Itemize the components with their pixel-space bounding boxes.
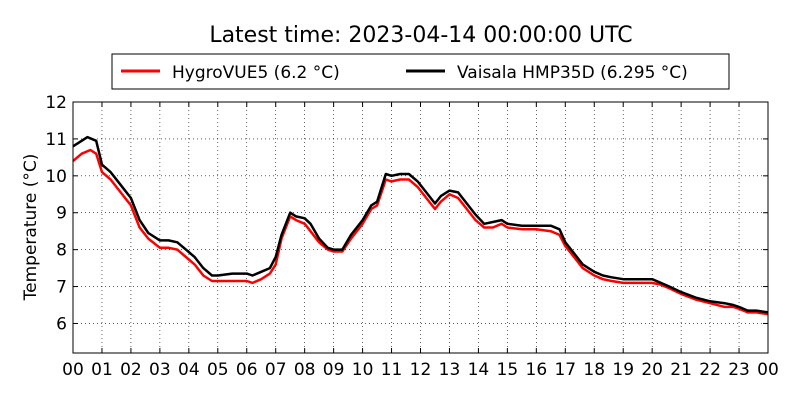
x-tick-label: 18 (583, 360, 605, 380)
x-tick-label: 00 (62, 360, 84, 380)
x-tick-label: 14 (468, 360, 490, 380)
x-tick-label: 20 (641, 360, 663, 380)
x-tick-label: 12 (410, 360, 432, 380)
y-tick-label: 6 (56, 314, 67, 334)
x-tick-label: 21 (670, 360, 692, 380)
x-tick-label: 08 (294, 360, 316, 380)
y-tick-label: 12 (45, 93, 67, 113)
legend: HygroVUE5 (6.2 °C) Vaisala HMP35D (6.295… (111, 53, 730, 90)
x-tick-label: 09 (323, 360, 345, 380)
legend-label-vaisala: Vaisala HMP35D (6.295 °C) (457, 63, 688, 83)
x-tick-label: 11 (381, 360, 403, 380)
axis-tick-labels: 00 01 02 03 04 05 06 07 08 09 10 11 12 13 14 15 16 17 18 19… (45, 93, 778, 380)
series-line-vaisala (72, 135, 769, 314)
x-tick-label: 22 (699, 360, 721, 380)
x-tick-label: 16 (526, 360, 548, 380)
y-tick-label: 7 (56, 278, 67, 298)
x-tick-label: 03 (149, 360, 171, 380)
series-lines (72, 135, 769, 316)
x-tick-label: 19 (612, 360, 634, 380)
legend-label-hygrovue5: HygroVUE5 (6.2 °C) (172, 63, 340, 83)
x-tick-label: 15 (497, 360, 519, 380)
x-tick-label: 00 (757, 360, 779, 380)
series-line-hygrovue5 (72, 148, 769, 316)
x-tick-label: 13 (439, 360, 461, 380)
x-tick-label: 02 (120, 360, 142, 380)
x-tick-label: 05 (207, 360, 229, 380)
chart-title: Latest time: 2023-04-14 00:00:00 UTC (209, 23, 632, 48)
grid (73, 102, 768, 353)
x-tick-label: 06 (236, 360, 258, 380)
y-tick-label: 9 (56, 204, 67, 224)
y-tick-label: 8 (56, 241, 67, 261)
y-tick-label: 10 (45, 167, 67, 187)
x-tick-label: 23 (728, 360, 750, 380)
x-tick-label: 10 (352, 360, 374, 380)
x-tick-label: 07 (265, 360, 287, 380)
x-tick-label: 17 (554, 360, 576, 380)
x-tick-label: 01 (91, 360, 113, 380)
y-axis-label: Temperature (°C) (21, 154, 41, 302)
y-tick-label: 11 (45, 130, 67, 150)
x-tick-label: 04 (178, 360, 200, 380)
axis-ticks (72, 101, 769, 353)
plot-frame (72, 101, 769, 354)
